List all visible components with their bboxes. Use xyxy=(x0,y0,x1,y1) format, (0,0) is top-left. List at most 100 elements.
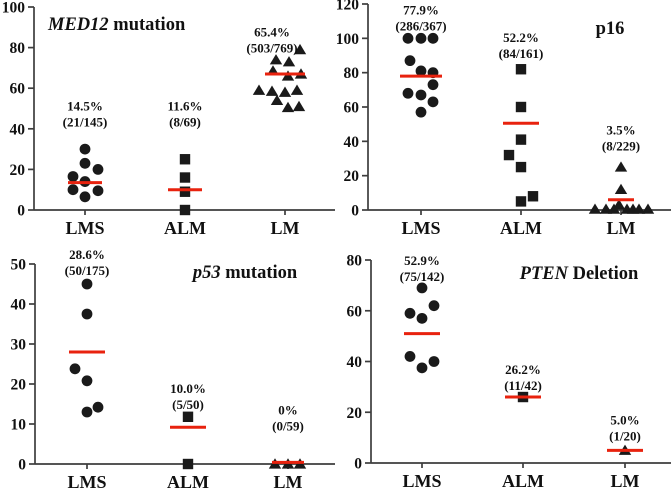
data-point-square xyxy=(179,186,191,197)
group-fraction-label: (8/229) xyxy=(602,138,640,153)
data-point-circle xyxy=(79,143,91,155)
group-percentage-label: 65.4% xyxy=(254,24,290,39)
data-point-triangle xyxy=(588,203,602,214)
data-point-circle xyxy=(69,363,81,375)
data-point-circle xyxy=(416,362,428,374)
group-fraction-label: (8/69) xyxy=(169,115,201,130)
data-point-circle xyxy=(427,32,439,44)
group-fraction-label: (286/367) xyxy=(395,18,446,33)
data-point-square xyxy=(179,204,191,216)
data-point-triangle xyxy=(292,100,306,112)
data-point-circle xyxy=(81,308,93,320)
data-point-square xyxy=(503,149,515,161)
group-percentage-label: 77.9% xyxy=(403,2,439,17)
data-point-circle xyxy=(415,89,427,101)
panel-slot-2: 0 10 20 30 40 50 p53 mutation LMS 28.6% (50/175) A… xyxy=(0,246,336,492)
data-point-circle xyxy=(428,300,440,312)
y-tick-label: 0 xyxy=(18,457,26,474)
group-fraction-label: (75/142) xyxy=(400,269,445,284)
data-point-square xyxy=(515,101,527,113)
panel-slot-0: 0 20 40 60 80 100 MED12 mutation LMS 14.5% (21/14… xyxy=(0,0,336,246)
y-tick-label: 120 xyxy=(336,0,359,14)
data-point-circle xyxy=(81,278,93,290)
data-point-triangle xyxy=(281,101,295,113)
panel-title: MED12 mutation xyxy=(47,15,186,35)
category-label-lms: LMS xyxy=(401,218,440,238)
y-tick-label: 100 xyxy=(336,31,359,48)
panel-slot-1: 0 20 40 60 80 100 120 p16 LMS 77.9% (286/367) ALM 52… xyxy=(336,0,672,246)
data-point-circle xyxy=(416,312,428,324)
y-tick-label: 40 xyxy=(10,121,26,138)
data-point-square xyxy=(182,458,194,470)
panel-pten-deletion: 0 20 40 60 80 PTEN Deletion LMS 52.9%(75/142) AL… xyxy=(347,253,671,491)
y-tick-label: 20 xyxy=(347,405,363,422)
data-point-triangle xyxy=(614,161,628,172)
y-tick-label: 80 xyxy=(10,40,26,57)
data-point-circle xyxy=(79,157,91,169)
group-fraction-label: (21/145) xyxy=(63,115,108,130)
y-tick-label: 20 xyxy=(11,377,27,394)
data-point-triangle xyxy=(632,203,646,214)
y-tick-label: 60 xyxy=(344,100,360,117)
y-tick-label: 40 xyxy=(344,134,360,151)
y-tick-label: 50 xyxy=(11,257,27,274)
data-point-circle xyxy=(92,164,104,175)
data-point-square xyxy=(179,172,191,183)
data-point-triangle xyxy=(252,84,266,95)
group-fraction-label: (0/59) xyxy=(272,418,304,433)
group-percentage-label: 3.5% xyxy=(606,122,635,137)
group-percentage-label: 10.0% xyxy=(170,381,206,396)
data-point-square xyxy=(515,196,527,207)
group-percentage-label: 14.5% xyxy=(67,99,103,114)
category-label-alm: ALM xyxy=(502,471,544,491)
data-point-circle xyxy=(404,307,416,319)
data-point-triangle xyxy=(614,183,628,194)
category-label-alm: ALM xyxy=(167,472,209,492)
data-point-circle xyxy=(79,191,91,203)
group-fraction-label: (50/175) xyxy=(65,263,110,278)
category-label-alm: ALM xyxy=(164,218,206,238)
panel-slot-3: 0 20 40 60 80 PTEN Deletion LMS 52.9% (75/142) AL… xyxy=(336,246,672,492)
data-point-triangle xyxy=(265,85,279,96)
data-point-square xyxy=(515,161,527,173)
data-point-triangle xyxy=(282,56,296,67)
category-label-lms: LMS xyxy=(65,218,104,238)
group-fraction-label: (84/161) xyxy=(499,46,544,61)
category-label-alm: ALM xyxy=(500,218,542,238)
y-tick-label: 40 xyxy=(347,354,363,371)
data-point-triangle xyxy=(599,203,613,214)
panel-med12-mutation: 0 20 40 60 80 100 MED12 mutation LMS 14.5%(21/14… xyxy=(2,0,335,238)
data-point-circle xyxy=(402,32,414,44)
category-label-lm: LM xyxy=(274,472,303,492)
data-point-circle xyxy=(404,55,416,67)
group-percentage-label: 28.6% xyxy=(69,247,105,262)
data-point-square xyxy=(527,191,539,202)
data-point-circle xyxy=(92,401,104,413)
panel-title: PTEN Deletion xyxy=(519,264,639,284)
y-tick-label: 20 xyxy=(10,162,26,179)
y-tick-label: 40 xyxy=(11,297,27,314)
y-tick-label: 0 xyxy=(17,203,25,220)
data-point-circle xyxy=(92,185,104,197)
group-fraction-label: (503/769) xyxy=(246,40,297,55)
group-percentage-label: 11.6% xyxy=(167,99,202,114)
category-label-lms: LMS xyxy=(402,471,441,491)
category-label-lm: LM xyxy=(607,218,636,238)
panel-title: p53 mutation xyxy=(191,263,298,283)
y-tick-label: 30 xyxy=(11,337,27,354)
y-tick-label: 60 xyxy=(347,303,363,320)
data-point-triangle xyxy=(612,199,626,210)
panel-title: p16 xyxy=(596,19,625,39)
data-point-triangle xyxy=(269,54,283,65)
y-tick-label: 80 xyxy=(347,253,363,270)
data-point-triangle xyxy=(641,203,655,214)
group-fraction-label: (1/20) xyxy=(609,428,641,443)
panel-p53-mutation: 0 10 20 30 40 50 p53 mutation LMS 28.6%(50/175) A… xyxy=(11,247,335,492)
data-point-triangle xyxy=(290,84,304,95)
data-point-square xyxy=(182,411,194,422)
group-fraction-label: (5/50) xyxy=(172,397,204,412)
data-point-circle xyxy=(427,79,439,91)
data-point-square xyxy=(515,64,527,75)
y-tick-label: 0 xyxy=(351,203,359,220)
